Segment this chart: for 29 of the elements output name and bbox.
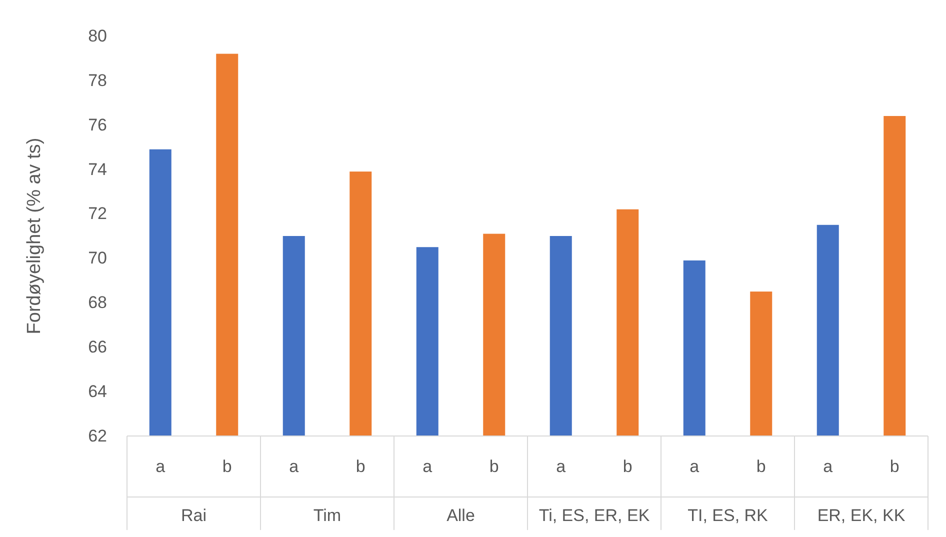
y-axis-title: Fordøyelighet (% av ts) — [24, 138, 45, 334]
text: a — [690, 457, 700, 476]
y-tick-label: 68 — [88, 293, 107, 312]
text: a — [422, 457, 432, 476]
text: b — [489, 457, 499, 476]
x-tick-label: Tim — [313, 506, 342, 525]
text: b — [356, 457, 366, 476]
x-tick-label: Rai — [180, 506, 207, 525]
series-label: a — [156, 457, 166, 476]
x-tick-label: Ti, ES, ER, EK — [538, 506, 650, 525]
y-tick-label: 66 — [88, 338, 107, 357]
x-tick-label: Alle — [446, 506, 475, 525]
y-tick-label: 74 — [88, 160, 107, 179]
y-tick-label: 80 — [88, 26, 107, 46]
y-tick-label: 64 — [88, 382, 107, 401]
text: b — [890, 457, 900, 476]
text: a — [823, 457, 833, 476]
text: b — [756, 457, 766, 476]
text: a — [289, 457, 299, 476]
y-tick-label: 76 — [88, 115, 107, 134]
text: a — [556, 457, 566, 476]
y-tick-label: 70 — [88, 248, 107, 268]
x-tick-label: TI, ES, RK — [688, 506, 769, 525]
y-tick-label: 78 — [88, 70, 107, 90]
text: b — [622, 457, 632, 476]
y-tick-label: 72 — [88, 204, 107, 224]
x-tick-label: ER, EK, KK — [817, 506, 906, 525]
series-label: b — [222, 457, 232, 476]
y-tick-label: 62 — [88, 426, 107, 446]
